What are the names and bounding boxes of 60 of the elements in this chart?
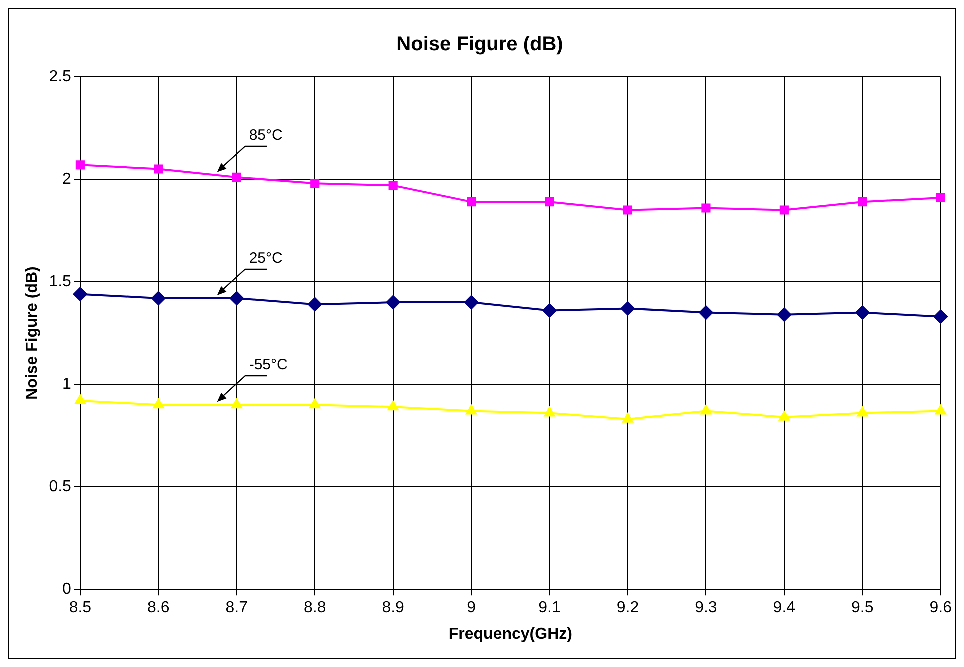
- point: [857, 407, 868, 417]
- point: [308, 298, 322, 312]
- point: [230, 291, 244, 306]
- x-tick-label: 8.5: [69, 600, 92, 617]
- x-tick-label: 8.8: [304, 600, 326, 617]
- y-tick-label: 1: [62, 376, 72, 393]
- x-tick-label: 9.1: [538, 600, 561, 617]
- x-axis-title: Frequency(GHz): [448, 626, 572, 643]
- x-tick-label: 9.5: [852, 600, 874, 617]
- x-tick-label: 9.3: [695, 600, 718, 617]
- point: [936, 405, 946, 415]
- x-tick-label: 8.6: [148, 600, 170, 617]
- x-tick-label: 9.6: [930, 600, 952, 617]
- point: [388, 181, 398, 190]
- point: [620, 302, 635, 316]
- point: [76, 160, 85, 170]
- x-tick-label: 9.4: [773, 600, 796, 617]
- point: [153, 399, 164, 409]
- point: [310, 399, 320, 409]
- point: [777, 308, 792, 322]
- point: [232, 172, 242, 182]
- point: [466, 405, 477, 415]
- chart-title: Noise Figure (dB): [396, 34, 564, 56]
- y-tick-label: 2.5: [49, 68, 72, 86]
- point: [310, 179, 320, 188]
- point: [936, 193, 946, 203]
- x-tick-label: 8.9: [382, 600, 405, 617]
- point: [232, 399, 242, 409]
- y-tick-label: 1.5: [49, 273, 72, 290]
- point: [699, 306, 714, 320]
- text: 85°C: [249, 127, 284, 144]
- point: [388, 401, 399, 411]
- point: [702, 204, 711, 213]
- point: [856, 306, 870, 320]
- point: [152, 291, 166, 306]
- point: [542, 304, 557, 318]
- point: [544, 407, 556, 417]
- series-label: -55°C: [249, 356, 288, 374]
- y-tick-label: 2: [62, 170, 72, 188]
- point: [858, 198, 868, 207]
- point: [545, 198, 554, 207]
- x-tick-label: 8.7: [226, 600, 248, 617]
- point: [464, 296, 479, 310]
- point: [467, 198, 476, 207]
- y-tick-label: 0: [62, 581, 72, 598]
- series-label: 25°C: [249, 250, 284, 268]
- y-tick-label: 0.5: [49, 478, 72, 496]
- point: [623, 206, 633, 215]
- point: [934, 310, 948, 324]
- x-tick-label: 9: [467, 600, 476, 617]
- point: [779, 411, 790, 421]
- y-axis-title: Noise Figure (dB): [24, 266, 42, 400]
- x-tick-label: 9.2: [616, 600, 640, 617]
- point: [75, 394, 86, 404]
- point: [73, 287, 88, 302]
- point: [154, 164, 164, 174]
- point: [700, 405, 712, 415]
- point: [386, 296, 400, 310]
- point: [780, 206, 789, 215]
- point: [622, 413, 634, 423]
